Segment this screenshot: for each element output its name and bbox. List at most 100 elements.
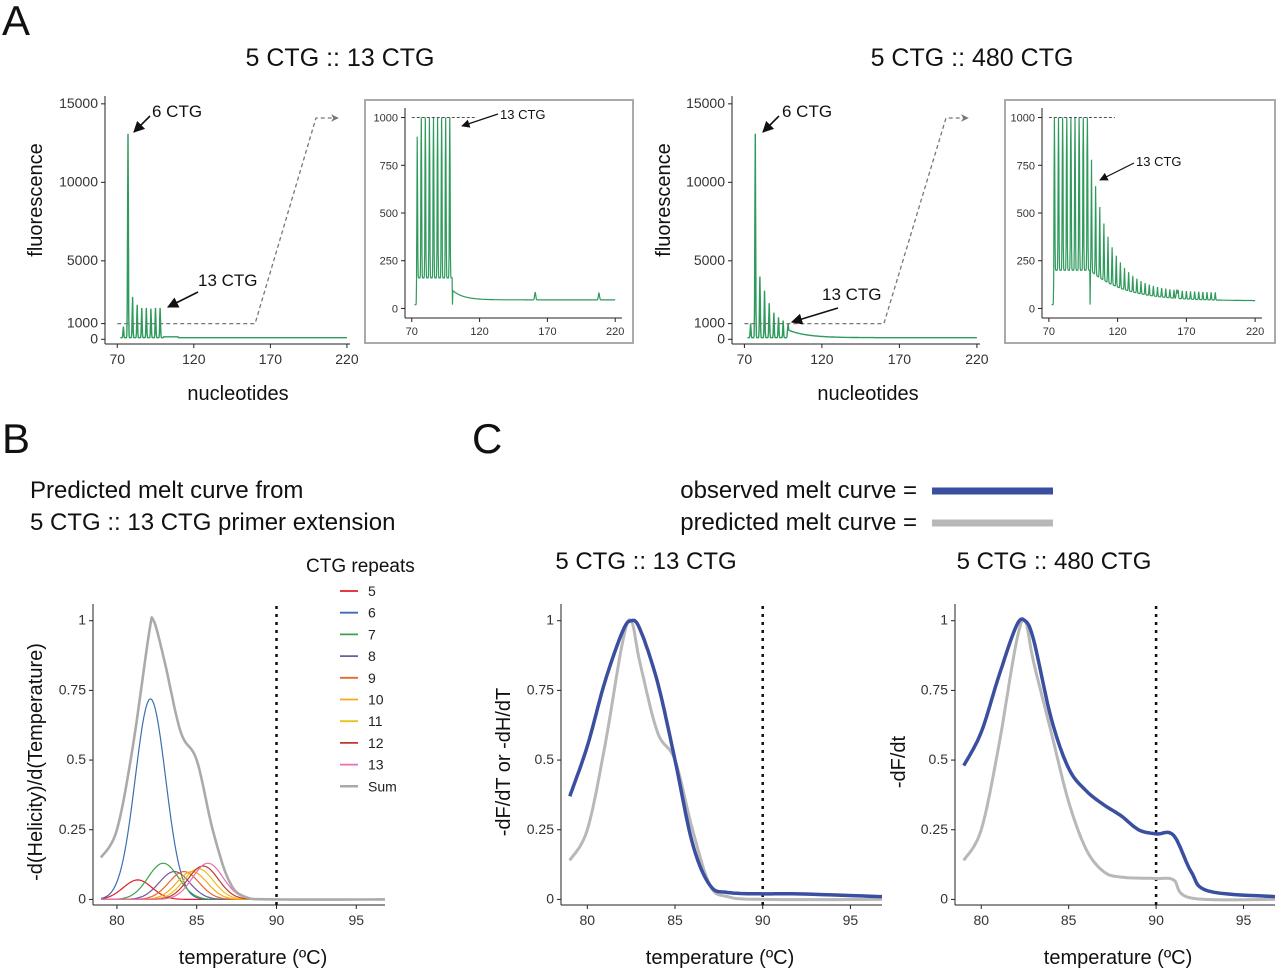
panel-a-left-inset-label: 13 CTG xyxy=(500,107,546,122)
inset-trace xyxy=(1051,117,1256,306)
y-tick-label: 750 xyxy=(380,160,398,172)
y-tick-label: 0.75 xyxy=(527,681,554,697)
panel-a-right-inset-plot: 0 250 500 750 1000 70 120 170 220 xyxy=(1004,99,1276,344)
legend-label-6: 6 xyxy=(368,605,376,621)
panel-a-left-xlabel: nucleotides xyxy=(187,383,288,405)
x-tick-label: 90 xyxy=(1148,912,1164,928)
y-tick-label: 0.5 xyxy=(535,751,555,767)
x-tick-label: 90 xyxy=(755,912,771,928)
y-tick-label: 10000 xyxy=(686,173,725,189)
panel-letter-c: C xyxy=(472,415,502,462)
legend-label-11: 11 xyxy=(368,713,383,729)
x-tick-label: 80 xyxy=(109,912,125,928)
x-tick-label: 80 xyxy=(580,912,596,928)
series-12-line xyxy=(101,865,385,900)
panel-a-right-arrow-label: 13 CTG xyxy=(822,285,882,304)
panel-letter-a: A xyxy=(2,0,30,44)
peak-arrow xyxy=(762,115,780,133)
y-tick-label: 250 xyxy=(380,256,398,268)
y-tick-label: 15000 xyxy=(59,95,98,111)
y-tick-label: 0 xyxy=(546,890,554,906)
y-tick-label: 15000 xyxy=(686,95,725,111)
y-tick-label: 1 xyxy=(940,612,948,628)
panel-c-right-ylabel: -dF/dt xyxy=(888,735,910,788)
inset-arrow xyxy=(461,113,499,128)
y-tick-label: 0.25 xyxy=(527,821,554,837)
electropherogram-trace xyxy=(120,133,347,339)
y-tick-label: 0.25 xyxy=(921,821,948,837)
y-tick-label: 250 xyxy=(1017,256,1035,268)
x-tick-label: 85 xyxy=(1061,912,1077,928)
peak-arrow xyxy=(133,115,151,133)
panel-c-legend-observed: observed melt curve = xyxy=(680,477,917,504)
y-tick-label: 10000 xyxy=(59,173,98,189)
y-tick-label: 0 xyxy=(392,303,398,315)
x-tick-label: 95 xyxy=(348,912,364,928)
x-tick-label: 70 xyxy=(406,326,418,338)
y-tick-label: 0 xyxy=(78,890,86,906)
panel-b-xlabel: temperature (ºC) xyxy=(179,947,327,969)
panel-letter-b: B xyxy=(2,415,30,462)
x-tick-label: 170 xyxy=(259,351,283,367)
y-tick-label: 1 xyxy=(546,612,554,628)
y-tick-label: 0.25 xyxy=(59,821,86,837)
panel-c-left-plot: 0 0.25 0.5 0.75 1 80 85 90 95 xyxy=(527,604,883,928)
panel-a-right-inset-label: 13 CTG xyxy=(1136,154,1182,169)
electropherogram-trace xyxy=(747,133,977,339)
x-tick-label: 220 xyxy=(1246,326,1264,338)
x-tick-label: 80 xyxy=(973,912,989,928)
panel-c-left-title: 5 CTG :: 13 CTG xyxy=(555,548,736,575)
panel-c-right-xlabel: temperature (ºC) xyxy=(1044,947,1192,969)
x-tick-label: 85 xyxy=(189,912,205,928)
panel-b-legend-title: CTG repeats xyxy=(306,556,415,577)
panel-a-right-peak-label: 6 CTG xyxy=(782,102,832,121)
y-tick-label: 750 xyxy=(1017,160,1035,172)
panel-a-left-peak-label: 6 CTG xyxy=(152,102,202,121)
series-6-line xyxy=(100,698,385,900)
y-tick-label: 0.75 xyxy=(59,681,86,697)
predicted-melt-curve xyxy=(568,618,882,902)
panel-a-right-ylabel: fluorescence xyxy=(653,143,675,256)
x-tick-label: 120 xyxy=(810,351,834,367)
y-tick-label: 1000 xyxy=(1011,113,1035,125)
x-tick-label: 220 xyxy=(335,351,359,367)
y-tick-label: 0.5 xyxy=(67,751,87,767)
y-tick-label: 0.5 xyxy=(929,751,949,767)
inset-frame xyxy=(1004,99,1276,344)
panel-b-plot: 0 0.25 0.5 0.75 1 80 85 90 95 xyxy=(59,604,385,928)
panel-a-left-title: 5 CTG :: 13 CTG xyxy=(246,44,435,72)
y-tick-label: 0 xyxy=(1029,303,1035,315)
y-tick-label: 1 xyxy=(78,612,86,628)
x-tick-label: 220 xyxy=(606,326,624,338)
observed-melt-curve xyxy=(962,617,1276,899)
panel-c-left-xlabel: temperature (ºC) xyxy=(646,947,794,969)
x-tick-label: 170 xyxy=(1177,326,1195,338)
x-tick-label: 70 xyxy=(737,351,753,367)
x-tick-label: 90 xyxy=(269,912,285,928)
y-tick-label: 0 xyxy=(717,330,725,346)
y-tick-label: 0.75 xyxy=(921,681,948,697)
y-tick-label: 5000 xyxy=(694,252,725,268)
x-tick-label: 95 xyxy=(843,912,859,928)
panel-a-left-inset-plot: 0 250 500 750 1000 70 120 170 220 xyxy=(364,99,634,344)
x-tick-label: 85 xyxy=(667,912,683,928)
panel-b-legend: 5 6 7 8 9 10 11 12 13 Sum xyxy=(340,583,397,794)
predicted-melt-curve xyxy=(962,618,1275,902)
panel-a-left-ylabel: fluorescence xyxy=(25,143,47,256)
legend-label-9: 9 xyxy=(368,670,376,686)
inset-frame xyxy=(364,99,634,344)
y-tick-label: 5000 xyxy=(67,252,98,268)
legend-label-5: 5 xyxy=(368,583,376,599)
legend-label-12: 12 xyxy=(368,735,384,751)
y-tick-label: 1000 xyxy=(374,113,398,125)
y-tick-label: 500 xyxy=(1017,208,1035,220)
x-tick-label: 170 xyxy=(888,351,912,367)
x-tick-label: 70 xyxy=(1043,326,1055,338)
repeat-arrow xyxy=(166,291,199,308)
legend-label-sum: Sum xyxy=(368,778,397,794)
panel-b-title-line1: Predicted melt curve from xyxy=(30,477,303,504)
panel-c-left-ylabel: -dF/dT or -dH/dT xyxy=(493,688,515,837)
